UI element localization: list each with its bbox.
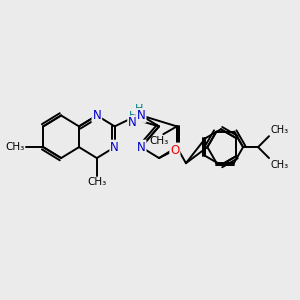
Text: CH₃: CH₃ <box>87 177 106 187</box>
Text: N: N <box>92 109 101 122</box>
Text: O: O <box>170 143 179 157</box>
Text: N: N <box>128 116 137 129</box>
Text: N: N <box>137 141 146 154</box>
Text: CH₃: CH₃ <box>149 136 169 146</box>
Text: N: N <box>110 141 119 154</box>
Text: CH₃: CH₃ <box>270 160 289 170</box>
Text: N: N <box>137 109 146 122</box>
Text: CH₃: CH₃ <box>270 125 289 135</box>
Text: H: H <box>135 104 143 114</box>
Text: H: H <box>129 111 137 121</box>
Text: CH₃: CH₃ <box>5 142 24 152</box>
